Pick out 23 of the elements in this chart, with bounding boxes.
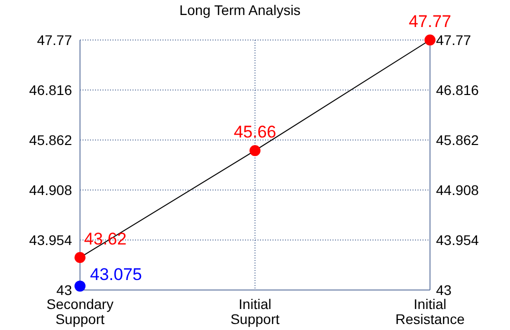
y2-tick-label: 45.862 [436,132,480,148]
y-tick-label: 43 [56,282,72,298]
data-label: 43.075 [90,265,142,284]
y-tick-label: 47.77 [36,32,72,48]
x-tick-label: Initial Resistance [395,296,465,327]
y2-tick-label: 43 [436,282,452,298]
point [74,252,86,264]
data-label: 45.66 [234,122,276,142]
y-tick-label: 46.816 [29,82,72,98]
x-tick-label: Initial Support [230,296,280,327]
y2-tick-label: 43.954 [436,232,480,248]
y-tick-label: 43.954 [29,232,72,248]
y2-tick-label: 46.816 [436,82,480,98]
y-tick-label: 44.908 [29,182,72,198]
point [250,145,260,156]
chart-title: Long Term Analysis [179,2,301,18]
y2-tick-label: 44.908 [436,182,480,198]
y-tick-label: 45.862 [29,132,72,148]
data-label: 47.77 [408,12,452,31]
point [424,34,436,46]
x-tick-label: Secondary Support [46,296,114,327]
point [74,280,86,292]
y2-tick-label: 47.77 [436,32,472,48]
